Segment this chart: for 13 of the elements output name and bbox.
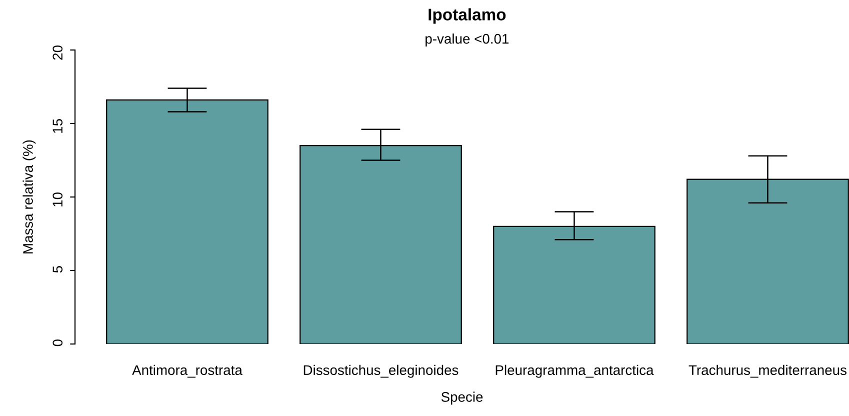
x-axis-title: Specie bbox=[441, 392, 483, 405]
y-tick-label: 0 bbox=[52, 340, 63, 346]
chart-title: Ipotalamo bbox=[428, 8, 506, 24]
x-tick-label: Antimora_rostrata bbox=[132, 364, 242, 378]
y-tick-label: 10 bbox=[52, 192, 63, 206]
chart-subtitle: p-value <0.01 bbox=[426, 34, 509, 46]
x-tick-label: Dissostichus_eleginoides bbox=[304, 364, 458, 378]
x-tick-label: Trachurus_mediterraneus bbox=[688, 364, 846, 378]
y-tick-label: 15 bbox=[52, 119, 63, 133]
y-tick-label: 5 bbox=[52, 266, 63, 273]
y-tick-label: 20 bbox=[52, 46, 63, 60]
x-tick-label: Pleuragramma_antarctica bbox=[496, 364, 654, 378]
y-axis-title: Massa relativa (%) bbox=[22, 140, 36, 254]
